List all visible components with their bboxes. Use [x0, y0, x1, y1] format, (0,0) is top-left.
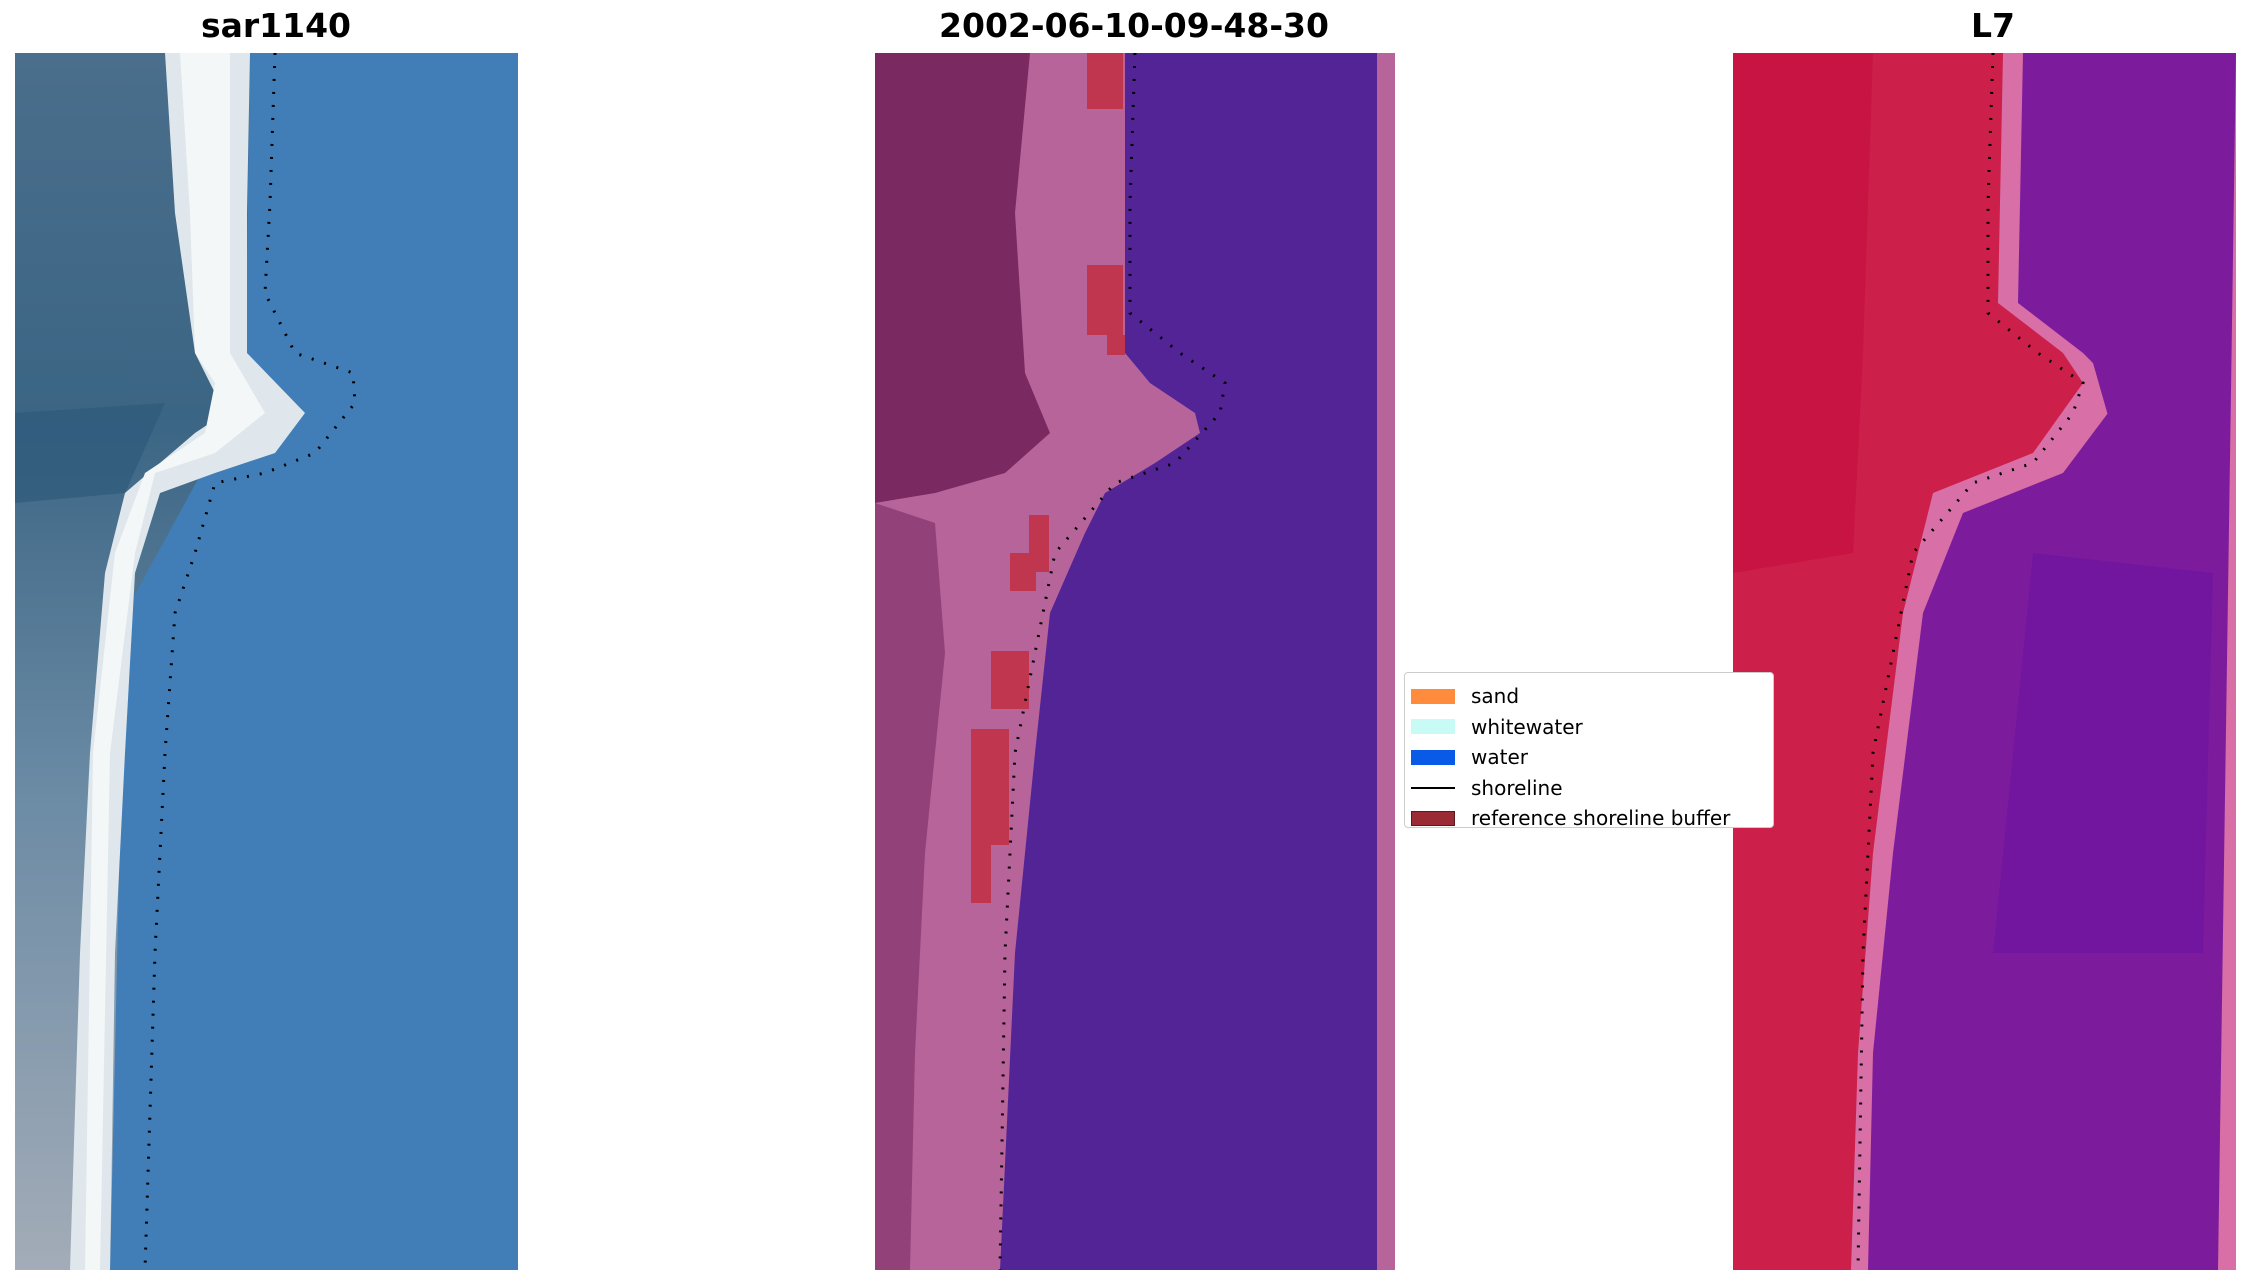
panel-title-index: L7: [1971, 6, 2015, 45]
index-image-panel: [1733, 53, 2236, 1270]
legend-label-water: water: [1471, 745, 1528, 770]
legend-label-whitewater: whitewater: [1471, 714, 1583, 739]
legend-swatch-whitewater: [1411, 719, 1455, 735]
legend-item-shoreline: shoreline: [1411, 773, 1773, 804]
legend-label-shoreline: shoreline: [1471, 775, 1563, 800]
rgb-image-panel: [15, 53, 518, 1270]
legend-item-whitewater: whitewater: [1411, 712, 1773, 743]
index-image: [1733, 53, 2236, 1270]
legend-item-sand: sand: [1411, 681, 1773, 712]
legend-label-reference-buffer: reference shoreline buffer: [1471, 806, 1731, 828]
rgb-image: [15, 53, 518, 1270]
legend-swatch-sand: [1411, 688, 1455, 704]
legend-swatch-reference-buffer: [1411, 810, 1455, 826]
legend-swatch-water: [1411, 749, 1455, 765]
panel-title-classified: 2002-06-10-09-48-30: [939, 6, 1329, 45]
classified-image: [875, 53, 1395, 1270]
legend-line-shoreline: [1411, 780, 1455, 795]
classified-image-panel: [875, 53, 1395, 1270]
legend-label-sand: sand: [1471, 684, 1520, 709]
panel-title-rgb: sar1140: [200, 6, 352, 45]
legend: sand whitewater water shoreline referenc…: [1404, 672, 1774, 828]
legend-item-reference-buffer: reference shoreline buffer: [1411, 803, 1773, 828]
legend-item-water: water: [1411, 742, 1773, 773]
